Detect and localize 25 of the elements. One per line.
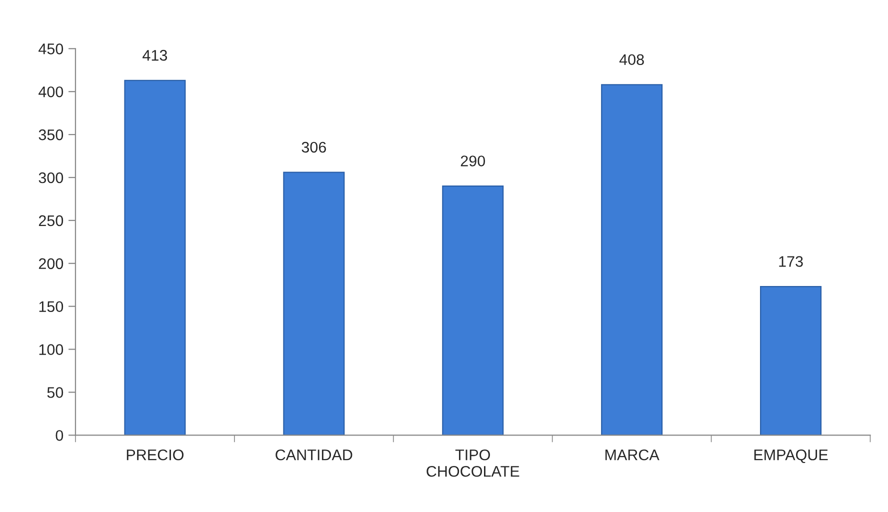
- data-label: 306: [302, 142, 326, 153]
- x-tick-label: PRECIO: [126, 449, 184, 460]
- bar: [442, 186, 504, 436]
- y-tick-label: 100: [39, 344, 64, 355]
- y-tick-label: 450: [38, 44, 64, 54]
- y-tick-label: 400: [38, 86, 64, 98]
- bar: [601, 84, 663, 436]
- bar: [283, 172, 345, 436]
- data-label: 408: [619, 54, 644, 66]
- data-label: 173: [779, 256, 803, 267]
- bar: [760, 286, 822, 436]
- x-tick-label: TIPO CHOCOLATE: [426, 449, 520, 477]
- y-tick-label: 350: [38, 129, 64, 140]
- y-tick-label: 200: [38, 258, 64, 270]
- y-tick-label: 150: [39, 301, 64, 312]
- x-tick-label: MARCA: [605, 449, 660, 460]
- x-tick-label: CANTIDAD: [276, 449, 352, 460]
- x-tick-label: EMPAQUE: [754, 449, 828, 464]
- y-tick-label: 250: [38, 215, 64, 226]
- data-label: 413: [142, 50, 168, 61]
- bar: [124, 80, 186, 436]
- y-tick-label: 0: [56, 430, 64, 441]
- y-tick-label: 50: [47, 387, 64, 398]
- y-tick-label: 300: [38, 172, 64, 184]
- data-label: 290: [460, 156, 486, 166]
